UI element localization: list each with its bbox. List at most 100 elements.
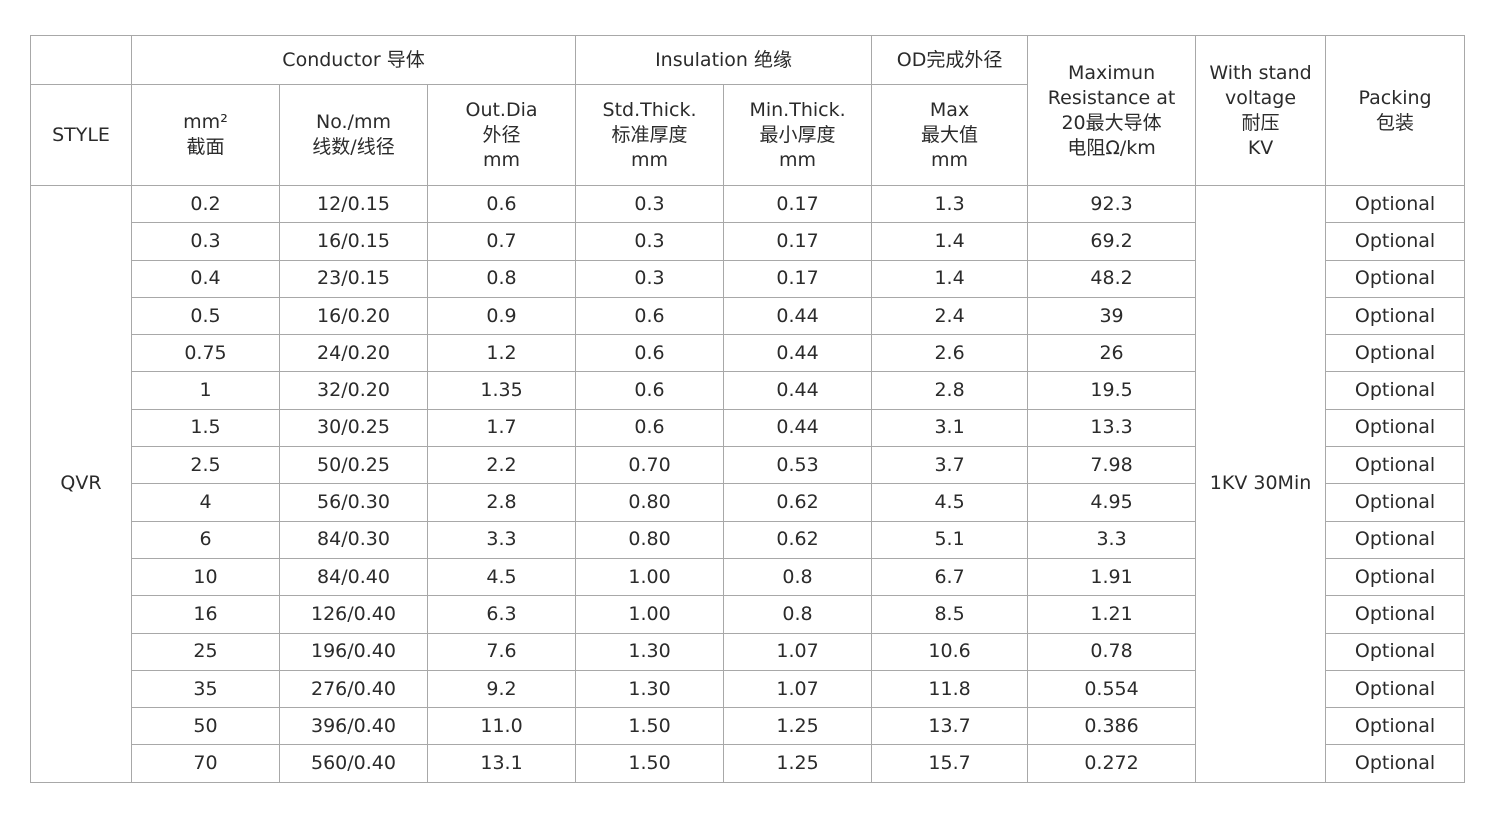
cell-packing: Optional <box>1325 408 1466 448</box>
cell-cross-section: 1 <box>131 371 280 410</box>
cell-resistance: 4.95 <box>1027 483 1197 522</box>
cell-od-max: 11.8 <box>871 669 1029 709</box>
cell-strands: 30/0.25 <box>279 408 428 448</box>
cell-std-thick: 0.6 <box>575 408 725 448</box>
cell-strands: 16/0.20 <box>279 296 428 336</box>
cell-min-thick: 1.07 <box>723 669 873 709</box>
header-insulation: Insulation 绝缘 <box>575 35 873 85</box>
cell-resistance: 69.2 <box>1027 222 1197 261</box>
cell-od-max: 15.7 <box>871 744 1029 783</box>
style-cell: QVR <box>30 185 132 783</box>
cell-resistance: 92.3 <box>1027 184 1197 224</box>
cell-min-thick: 0.44 <box>723 296 873 336</box>
cell-cross-section: 50 <box>131 707 280 746</box>
cell-resistance: 0.386 <box>1027 707 1197 746</box>
cell-strands: 84/0.30 <box>279 520 428 559</box>
cell-strands: 560/0.40 <box>279 744 428 783</box>
cell-od-max: 1.3 <box>871 184 1029 224</box>
cell-out-dia: 3.3 <box>426 520 577 559</box>
cell-std-thick: 1.00 <box>575 595 725 634</box>
cell-std-thick: 0.6 <box>575 296 725 336</box>
cell-std-thick: 1.50 <box>575 744 725 783</box>
cell-std-thick: 0.3 <box>575 259 725 298</box>
cell-packing: Optional <box>1325 520 1466 559</box>
cell-out-dia: 0.9 <box>426 296 577 336</box>
cell-strands: 32/0.20 <box>279 371 428 410</box>
cell-resistance: 48.2 <box>1027 259 1197 298</box>
cell-cross-section: 4 <box>131 483 280 522</box>
cell-out-dia: 0.8 <box>426 259 577 298</box>
header-cross-section: mm² 截面 <box>131 84 280 186</box>
header-packing: Packing 包装 <box>1325 35 1466 186</box>
header-strands: No./mm 线数/线径 <box>279 84 428 186</box>
cell-od-max: 2.4 <box>871 296 1029 336</box>
cell-packing: Optional <box>1325 334 1466 373</box>
table-row: 0.75 24/0.20 1.2 0.6 0.44 2.6 26 Optional <box>31 334 1466 373</box>
table-row: 16 126/0.40 6.3 1.00 0.8 8.5 1.21 Optional <box>31 595 1466 634</box>
cell-packing: Optional <box>1325 707 1466 746</box>
table-row: QVR 0.2 12/0.15 0.6 0.3 0.17 1.3 92.3 1KV 30Min O… <box>30 184 1466 783</box>
cell-strands: 396/0.40 <box>279 707 428 746</box>
cell-resistance: 1.21 <box>1027 595 1197 634</box>
header-blank <box>30 35 132 85</box>
cell-cross-section: 0.75 <box>131 334 280 373</box>
cell-strands: 12/0.15 <box>279 184 428 224</box>
cell-packing: Optional <box>1325 669 1466 709</box>
header-style: STYLE <box>30 84 132 186</box>
cell-resistance: 0.554 <box>1027 669 1197 709</box>
cell-strands: 196/0.40 <box>279 632 428 671</box>
cell-resistance: 7.98 <box>1027 446 1197 485</box>
cell-od-max: 3.1 <box>871 408 1029 448</box>
cell-out-dia: 2.2 <box>426 446 577 485</box>
cell-out-dia: 2.8 <box>426 483 577 522</box>
cell-packing: Optional <box>1325 259 1466 298</box>
spec-table: Conductor 导体 Insulation 绝缘 OD完成外径 Maximu… <box>30 35 1466 783</box>
cell-packing: Optional <box>1325 557 1466 597</box>
cell-cross-section: 6 <box>131 520 280 559</box>
cell-packing: Optional <box>1325 744 1466 783</box>
cell-std-thick: 0.80 <box>575 520 725 559</box>
cell-out-dia: 0.6 <box>426 184 577 224</box>
cell-packing: Optional <box>1325 296 1466 336</box>
cell-packing: Optional <box>1325 595 1466 634</box>
cell-cross-section: 16 <box>131 595 280 634</box>
cell-packing: Optional <box>1325 632 1466 671</box>
cell-resistance: 19.5 <box>1027 371 1197 410</box>
header-od-max: Max 最大值 mm <box>871 84 1029 186</box>
cell-std-thick: 0.70 <box>575 446 725 485</box>
cell-std-thick: 0.3 <box>575 222 725 261</box>
cell-cross-section: 70 <box>131 744 280 783</box>
cell-out-dia: 7.6 <box>426 632 577 671</box>
cell-min-thick: 1.25 <box>723 707 873 746</box>
cell-od-max: 5.1 <box>871 520 1029 559</box>
cell-min-thick: 0.44 <box>723 371 873 410</box>
cell-resistance: 39 <box>1027 296 1197 336</box>
cell-od-max: 13.7 <box>871 707 1029 746</box>
table-row: 2.5 50/0.25 2.2 0.70 0.53 3.7 7.98 Optional <box>31 446 1466 485</box>
cell-cross-section: 10 <box>131 557 280 597</box>
cell-std-thick: 1.30 <box>575 632 725 671</box>
table-row: 70 560/0.40 13.1 1.50 1.25 15.7 0.272 Optional <box>31 744 1466 783</box>
cell-std-thick: 0.3 <box>575 184 725 224</box>
cell-std-thick: 0.6 <box>575 371 725 410</box>
cell-cross-section: 0.2 <box>131 184 280 224</box>
cell-std-thick: 1.30 <box>575 669 725 709</box>
cell-cross-section: 0.4 <box>131 259 280 298</box>
cell-out-dia: 1.7 <box>426 408 577 448</box>
cell-od-max: 2.6 <box>871 334 1029 373</box>
cell-min-thick: 0.44 <box>723 334 873 373</box>
table-row: 4 56/0.30 2.8 0.80 0.62 4.5 4.95 Optional <box>31 483 1466 522</box>
cell-cross-section: 1.5 <box>131 408 280 448</box>
cell-min-thick: 0.44 <box>723 408 873 448</box>
cell-cross-section: 0.3 <box>131 222 280 261</box>
cell-strands: 56/0.30 <box>279 483 428 522</box>
table-row: 0.3 16/0.15 0.7 0.3 0.17 1.4 69.2 Optional <box>31 222 1466 261</box>
table-row: 1.5 30/0.25 1.7 0.6 0.44 3.1 13.3 Optional <box>31 408 1466 448</box>
header-od: OD完成外径 <box>871 35 1029 85</box>
cell-strands: 126/0.40 <box>279 595 428 634</box>
cell-out-dia: 0.7 <box>426 222 577 261</box>
cell-packing: Optional <box>1325 446 1466 485</box>
cell-packing: Optional <box>1325 371 1466 410</box>
cell-cross-section: 2.5 <box>131 446 280 485</box>
table-row: 0.5 16/0.20 0.9 0.6 0.44 2.4 39 Optional <box>31 296 1466 336</box>
